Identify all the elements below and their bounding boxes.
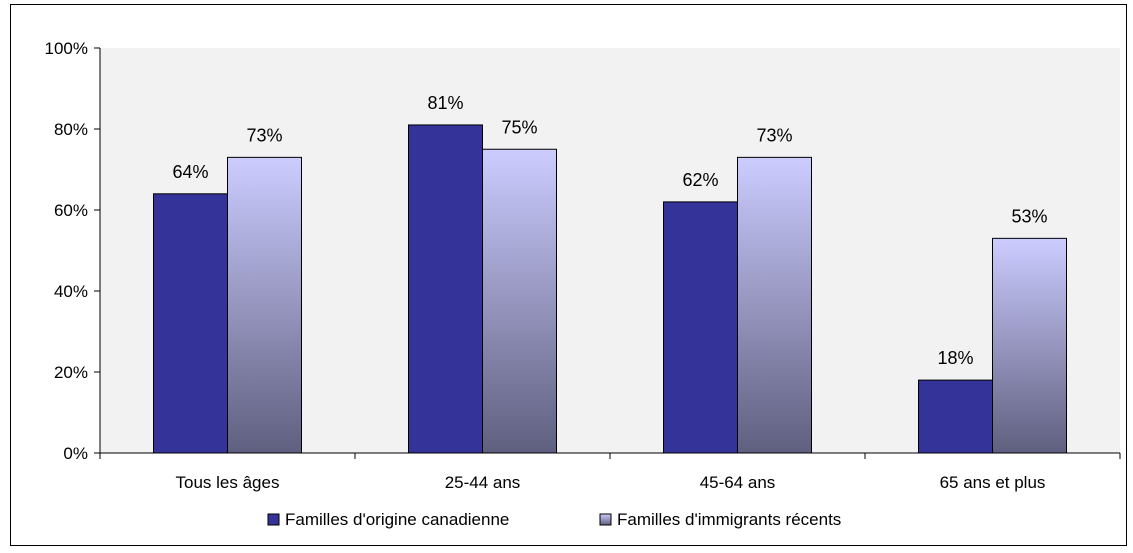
legend-swatch-recent-immigrants <box>599 513 612 526</box>
y-axis: 0% 20% 40% 60% 80% 100% <box>45 39 101 463</box>
data-labels-group: 64% 73% 81% 75% 62% 73% 18% 53% <box>172 93 1047 368</box>
bar-recent-immigrants <box>482 148 557 454</box>
legend-label: Familles d'immigrants récents <box>617 510 841 529</box>
bar-data-label: 62% <box>682 170 718 190</box>
x-category-label: 65 ans et plus <box>940 473 1046 492</box>
legend-label: Familles d'origine canadienne <box>285 510 509 529</box>
bar-data-label: 53% <box>1011 206 1047 226</box>
legend-swatch-canadian-origin <box>267 513 280 526</box>
bar-recent-immigrants <box>992 237 1067 454</box>
x-category-label: 25-44 ans <box>445 473 521 492</box>
bar-data-label: 73% <box>756 125 792 145</box>
x-category-label: Tous les âges <box>176 473 280 492</box>
y-tick-label: 100% <box>45 39 88 58</box>
bar-canadian-origin <box>918 379 993 454</box>
y-tick-label: 0% <box>63 444 88 463</box>
y-tick-label: 80% <box>54 120 88 139</box>
bar-data-label: 64% <box>172 162 208 182</box>
bar-canadian-origin <box>153 193 228 454</box>
chart-outer-border <box>10 4 1127 546</box>
bar-data-label: 73% <box>246 125 282 145</box>
bar-canadian-origin <box>663 201 738 454</box>
y-tick-label: 60% <box>54 201 88 220</box>
y-tick-label: 20% <box>54 363 88 382</box>
legend: Familles d'origine canadienne Familles d'… <box>267 510 841 529</box>
x-axis: Tous les âges 25-44 ans 45-64 ans 65 ans et… <box>99 452 1121 492</box>
bar-data-label: 81% <box>427 93 463 113</box>
bar-data-label: 75% <box>501 117 537 137</box>
bar-canadian-origin <box>408 124 483 454</box>
bars-group <box>153 124 1067 454</box>
y-tick-label: 40% <box>54 282 88 301</box>
bar-recent-immigrants <box>737 156 812 454</box>
bar-data-label: 18% <box>937 348 973 368</box>
x-category-label: 45-64 ans <box>700 473 776 492</box>
bar-recent-immigrants <box>227 156 302 454</box>
